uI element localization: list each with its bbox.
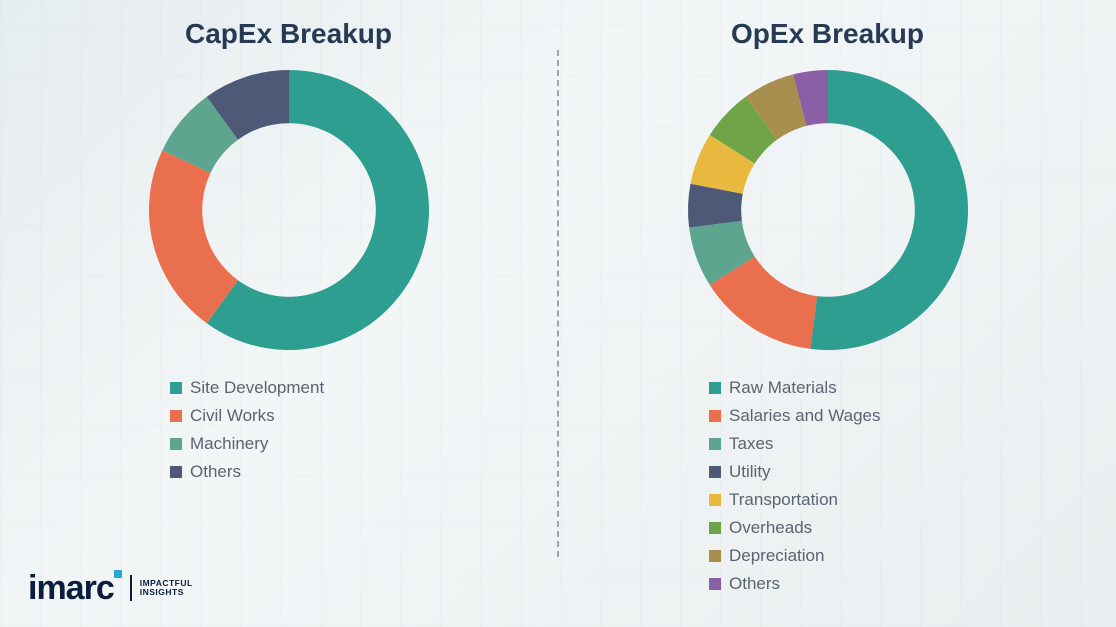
legend-swatch	[709, 550, 721, 562]
legend-label: Site Development	[190, 378, 324, 398]
capex-donut-svg	[139, 60, 439, 360]
opex-donut	[678, 60, 978, 360]
legend-item: Transportation	[709, 490, 881, 510]
legend-label: Raw Materials	[729, 378, 837, 398]
legend-swatch	[709, 522, 721, 534]
legend-item: Site Development	[170, 378, 324, 398]
legend-swatch	[170, 382, 182, 394]
legend-swatch	[709, 466, 721, 478]
chart-container: CapEx Breakup Site Development Civil Work…	[0, 0, 1116, 627]
legend-item: Depreciation	[709, 546, 881, 566]
legend-label: Utility	[729, 462, 771, 482]
legend-label: Machinery	[190, 434, 268, 454]
logo-divider	[130, 575, 132, 601]
legend-swatch	[709, 438, 721, 450]
legend-label: Depreciation	[729, 546, 824, 566]
legend-label: Others	[190, 462, 241, 482]
legend-swatch	[709, 382, 721, 394]
legend-item: Taxes	[709, 434, 881, 454]
brand-logo: imarc IMPACTFUL INSIGHTS	[28, 571, 193, 605]
legend-item: Others	[709, 574, 881, 594]
legend-item: Salaries and Wages	[709, 406, 881, 426]
logo-accent-dot	[114, 570, 122, 578]
donut-slice	[810, 70, 968, 350]
legend-item: Others	[170, 462, 324, 482]
capex-panel: CapEx Breakup Site Development Civil Work…	[20, 10, 557, 617]
legend-swatch	[170, 410, 182, 422]
legend-item: Machinery	[170, 434, 324, 454]
donut-slice	[149, 150, 238, 323]
legend-swatch	[709, 410, 721, 422]
legend-label: Civil Works	[190, 406, 275, 426]
legend-label: Salaries and Wages	[729, 406, 881, 426]
legend-label: Overheads	[729, 518, 812, 538]
legend-swatch	[170, 466, 182, 478]
opex-panel: OpEx Breakup Raw Materials Salaries and W…	[559, 10, 1096, 617]
legend-swatch	[170, 438, 182, 450]
logo-wordmark: imarc	[28, 571, 114, 605]
legend-swatch	[709, 494, 721, 506]
capex-donut	[139, 60, 439, 360]
legend-item: Raw Materials	[709, 378, 881, 398]
legend-swatch	[709, 578, 721, 590]
legend-label: Taxes	[729, 434, 773, 454]
legend-item: Civil Works	[170, 406, 324, 426]
opex-title: OpEx Breakup	[731, 18, 924, 50]
logo-tagline: IMPACTFUL INSIGHTS	[140, 579, 193, 597]
logo-tagline-line2: INSIGHTS	[140, 587, 184, 597]
opex-donut-svg	[678, 60, 978, 360]
capex-legend: Site Development Civil Works Machinery Othe…	[170, 378, 324, 482]
legend-item: Overheads	[709, 518, 881, 538]
legend-label: Transportation	[729, 490, 838, 510]
legend-item: Utility	[709, 462, 881, 482]
opex-legend: Raw Materials Salaries and Wages Taxes Util…	[709, 378, 881, 594]
capex-title: CapEx Breakup	[185, 18, 392, 50]
legend-label: Others	[729, 574, 780, 594]
